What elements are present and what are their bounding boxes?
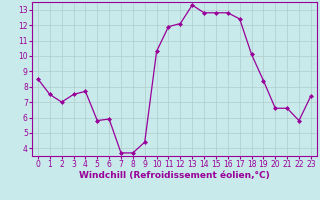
X-axis label: Windchill (Refroidissement éolien,°C): Windchill (Refroidissement éolien,°C) — [79, 171, 270, 180]
